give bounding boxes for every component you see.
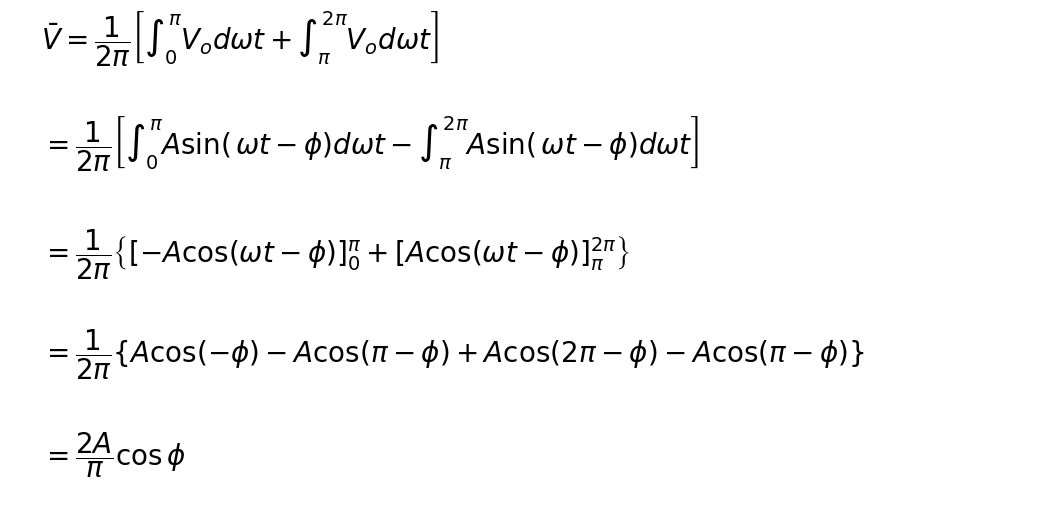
Text: $= \dfrac{1}{2\pi}\left\{[-A\cos(\omega t - \phi)]_0^{\pi} + [A\cos(\omega t - \: $= \dfrac{1}{2\pi}\left\{[-A\cos(\omega … bbox=[42, 228, 630, 282]
Text: $= \dfrac{1}{2\pi}\left[\int_0^{\pi} A\sin(\,\omega t - \phi)d\omega t - \int_{\: $= \dfrac{1}{2\pi}\left[\int_0^{\pi} A\s… bbox=[42, 115, 700, 174]
Text: $\bar{V} = \dfrac{1}{2\pi}\left[\int_0^{\pi} V_o d\omega t + \int_{\pi}^{2\pi} V: $\bar{V} = \dfrac{1}{2\pi}\left[\int_0^{… bbox=[42, 9, 439, 69]
Text: $= \dfrac{1}{2\pi}\left\{A\cos(-\phi) - A\cos(\pi - \phi) + A\cos(2\pi - \phi) -: $= \dfrac{1}{2\pi}\left\{A\cos(-\phi) - … bbox=[42, 328, 866, 382]
Text: $= \dfrac{2A}{\pi}\cos\phi$: $= \dfrac{2A}{\pi}\cos\phi$ bbox=[42, 430, 187, 480]
